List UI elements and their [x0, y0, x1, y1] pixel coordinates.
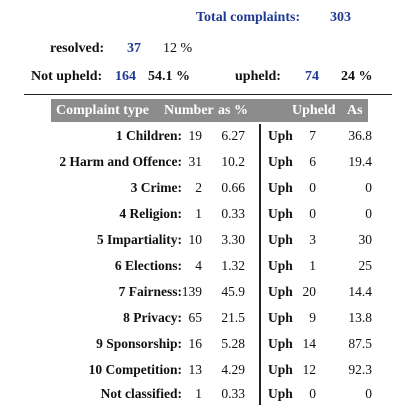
row-number: 1 — [195, 386, 202, 401]
row-as: 30 — [358, 232, 373, 247]
row-type: 2 Harm and Offence: — [59, 154, 182, 169]
table-row: 5 Impartiality: 10 3.30 Uph 3 30 — [0, 232, 400, 256]
row-pct: 0.33 — [221, 386, 245, 401]
table-row: 3 Crime: 2 0.66 Uph 0 0 — [0, 180, 400, 204]
row-type: 10 Competition: — [88, 362, 182, 377]
row-pct: 4.29 — [221, 362, 245, 377]
row-uph: Uph — [268, 154, 293, 169]
row-pct: 0.33 — [221, 206, 245, 221]
row-type: 5 Impartiality: — [96, 232, 182, 247]
upheld-value: 74 — [305, 69, 319, 84]
row-uph: Uph — [268, 232, 293, 247]
row-type: 6 Elections: — [114, 258, 182, 273]
row-type: 1 Children: — [115, 128, 182, 143]
row-pct: 6.27 — [221, 128, 245, 143]
table-row: 4 Religion: 1 0.33 Uph 0 0 — [0, 206, 400, 230]
table-row: 7 Fairness: 139 45.9 Uph 20 14.4 — [0, 284, 400, 308]
row-as: 13.8 — [348, 310, 372, 325]
header-complaint-type: Complaint type — [56, 103, 149, 118]
header-number: Number — [164, 103, 214, 118]
row-type: 8 Privacy: — [123, 310, 182, 325]
not-upheld-pct: 54.1 % — [148, 69, 190, 84]
row-uph: Uph — [268, 386, 293, 401]
row-upheld: 0 — [309, 206, 316, 221]
row-uph: Uph — [268, 128, 293, 143]
row-upheld: 0 — [309, 386, 316, 401]
row-pct: 0.66 — [221, 180, 245, 195]
table-row: Not classified: 1 0.33 Uph 0 0 — [0, 386, 400, 410]
upheld-label: upheld: — [235, 69, 281, 84]
row-uph: Uph — [268, 362, 293, 377]
row-as: 0 — [365, 206, 372, 221]
row-number: 2 — [195, 180, 202, 195]
row-uph: Uph — [268, 310, 293, 325]
row-uph: Uph — [268, 284, 293, 299]
row-as: 36.8 — [348, 128, 372, 143]
row-type: 4 Religion: — [119, 206, 182, 221]
table-row: 9 Sponsorship: 16 5.28 Uph 14 87.5 — [0, 336, 400, 360]
row-as: 14.4 — [348, 284, 372, 299]
row-type: 9 Sponsorship: — [96, 336, 182, 351]
row-number: 19 — [188, 128, 203, 143]
row-uph: Uph — [268, 258, 293, 273]
upheld-pct: 24 % — [341, 69, 373, 84]
row-upheld: 1 — [309, 258, 316, 273]
row-uph: Uph — [268, 336, 293, 351]
not-upheld-value: 164 — [115, 69, 136, 84]
row-uph: Uph — [268, 180, 293, 195]
row-as: 87.5 — [348, 336, 372, 351]
header-as-pct: as % — [218, 103, 248, 118]
table-row: 1 Children: 19 6.27 Uph 7 36.8 — [0, 128, 400, 152]
row-as: 19.4 — [348, 154, 372, 169]
row-number: 4 — [195, 258, 202, 273]
row-upheld: 12 — [302, 362, 317, 377]
row-as: 25 — [358, 258, 373, 273]
row-upheld: 9 — [309, 310, 316, 325]
row-as: 0 — [365, 180, 372, 195]
table-row: 8 Privacy: 65 21.5 Uph 9 13.8 — [0, 310, 400, 334]
table-row: 2 Harm and Offence: 31 10.2 Uph 6 19.4 — [0, 154, 400, 178]
row-number: 139 — [181, 284, 202, 299]
row-upheld: 20 — [302, 284, 317, 299]
table-header — [51, 99, 368, 122]
row-upheld: 0 — [309, 180, 316, 195]
row-number: 1 — [195, 206, 202, 221]
row-number: 10 — [188, 232, 203, 247]
row-as: 92.3 — [348, 362, 372, 377]
row-pct: 10.2 — [221, 154, 245, 169]
row-uph: Uph — [268, 206, 293, 221]
table-row: 6 Elections: 4 1.32 Uph 1 25 — [0, 258, 400, 282]
column-divider — [259, 124, 261, 405]
not-upheld-label: Not upheld: — [31, 69, 103, 84]
resolved-pct: 12 % — [163, 41, 193, 56]
row-upheld: 3 — [309, 232, 316, 247]
summary-divider — [24, 94, 392, 95]
row-pct: 1.32 — [221, 258, 245, 273]
row-number: 65 — [188, 310, 203, 325]
row-as: 0 — [365, 386, 372, 401]
total-complaints-label: Total complaints: — [196, 10, 301, 25]
row-pct: 5.28 — [221, 336, 245, 351]
row-type: 7 Fairness: — [118, 284, 182, 299]
row-number: 13 — [188, 362, 203, 377]
row-upheld: 7 — [309, 128, 316, 143]
row-pct: 21.5 — [221, 310, 245, 325]
row-number: 16 — [188, 336, 203, 351]
resolved-label: resolved: — [50, 41, 105, 56]
total-complaints-value: 303 — [330, 10, 351, 25]
header-as: As — [347, 103, 363, 118]
header-upheld: Upheld — [292, 103, 336, 118]
row-number: 31 — [188, 154, 203, 169]
row-pct: 3.30 — [221, 232, 245, 247]
row-pct: 45.9 — [221, 284, 245, 299]
row-upheld: 14 — [302, 336, 317, 351]
row-type: Not classified: — [100, 386, 182, 401]
resolved-value: 37 — [127, 41, 141, 56]
row-type: 3 Crime: — [130, 180, 182, 195]
row-upheld: 6 — [309, 154, 316, 169]
table-row: 10 Competition: 13 4.29 Uph 12 92.3 — [0, 362, 400, 386]
